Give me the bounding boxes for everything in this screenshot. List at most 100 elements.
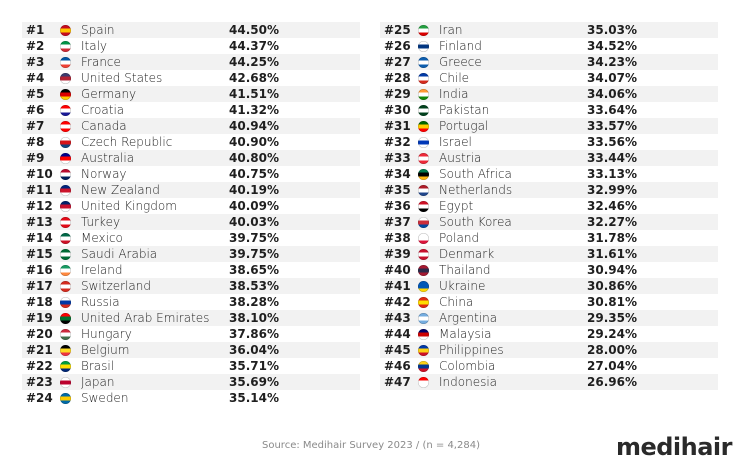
ir-flag-icon: [418, 25, 429, 36]
pk-flag-icon: [418, 105, 429, 116]
ar-flag-icon: [418, 313, 429, 324]
pl-flag-icon: [418, 233, 429, 244]
il-flag-icon: [418, 137, 429, 148]
country-name: Brasil: [81, 359, 115, 373]
br-flag-icon: [60, 361, 71, 372]
rank-label: #5: [26, 87, 45, 101]
de-flag-icon: [60, 89, 71, 100]
percentage-value: 33.13%: [587, 167, 637, 181]
medihair-logo: medihair: [615, 433, 733, 461]
country-name: Ireland: [81, 263, 123, 277]
es-flag-icon: [60, 25, 71, 36]
percentage-value: 27.04%: [587, 359, 637, 373]
table-row: #18 Russia 38.28%: [22, 294, 360, 310]
kr-flag-icon: [418, 217, 429, 228]
cz-flag-icon: [60, 137, 71, 148]
table-row: #22 Brasil 35.71%: [22, 358, 360, 374]
country-name: Sweden: [81, 391, 129, 405]
ru-flag-icon: [60, 297, 71, 308]
jp-flag-icon: [60, 377, 71, 388]
rank-label: #22: [26, 359, 53, 373]
rank-label: #41: [384, 279, 411, 293]
percentage-value: 40.19%: [229, 183, 279, 197]
country-name: Croatia: [81, 103, 125, 117]
pt-flag-icon: [418, 121, 429, 132]
table-row: #12 United Kingdom 40.09%: [22, 198, 360, 214]
country-name: Colombia: [439, 359, 496, 373]
eg-flag-icon: [418, 201, 429, 212]
percentage-value: 31.78%: [587, 231, 637, 245]
country-name: United Arab Emirates: [81, 311, 210, 325]
table-row: #46 Colombia 27.04%: [380, 358, 718, 374]
ua-flag-icon: [418, 281, 429, 292]
rank-label: #7: [26, 119, 45, 133]
country-name: India: [439, 87, 469, 101]
rank-label: #31: [384, 119, 411, 133]
table-row: #31 Portugal 33.57%: [380, 118, 718, 134]
rank-label: #4: [26, 71, 45, 85]
rank-label: #15: [26, 247, 53, 261]
percentage-value: 39.75%: [229, 247, 279, 261]
table-row: #43 Argentina 29.35%: [380, 310, 718, 326]
percentage-value: 28.00%: [587, 343, 637, 357]
country-name: Austria: [439, 151, 482, 165]
rank-label: #34: [384, 167, 411, 181]
table-row: #44 Malaysia 29.24%: [380, 326, 718, 342]
country-name: Australia: [81, 151, 135, 165]
country-name: Chile: [439, 71, 470, 85]
country-name: South Korea: [439, 215, 512, 229]
percentage-value: 36.04%: [229, 343, 279, 357]
percentage-value: 35.69%: [229, 375, 279, 389]
country-name: Czech Republic: [81, 135, 173, 149]
table-row: #35 Netherlands 32.99%: [380, 182, 718, 198]
table-row: #36 Egypt 32.46%: [380, 198, 718, 214]
table-row: #23 Japan 35.69%: [22, 374, 360, 390]
rank-label: #23: [26, 375, 53, 389]
table-row: #40 Thailand 30.94%: [380, 262, 718, 278]
country-name: South Africa: [439, 167, 512, 181]
it-flag-icon: [60, 41, 71, 52]
rank-label: #12: [26, 199, 53, 213]
table-row: #19 United Arab Emirates 38.10%: [22, 310, 360, 326]
ch-flag-icon: [60, 281, 71, 292]
table-row: #16 Ireland 38.65%: [22, 262, 360, 278]
gb-flag-icon: [60, 201, 71, 212]
percentage-value: 35.03%: [587, 23, 637, 37]
country-name: Turkey: [81, 215, 121, 229]
ph-flag-icon: [418, 345, 429, 356]
country-name: Russia: [81, 295, 120, 309]
percentage-value: 33.57%: [587, 119, 637, 133]
percentage-value: 30.94%: [587, 263, 637, 277]
country-name: Italy: [81, 39, 108, 53]
country-name: Pakistan: [439, 103, 490, 117]
table-row: #30 Pakistan 33.64%: [380, 102, 718, 118]
country-name: Indonesia: [439, 375, 498, 389]
sa-flag-icon: [60, 249, 71, 260]
fr-flag-icon: [60, 57, 71, 68]
country-name: Iran: [439, 23, 463, 37]
table-row: #27 Greece 34.23%: [380, 54, 718, 70]
percentage-value: 34.52%: [587, 39, 637, 53]
se-flag-icon: [60, 393, 71, 404]
percentage-value: 32.27%: [587, 215, 637, 229]
rank-label: #37: [384, 215, 411, 229]
table-row: #7 Canada 40.94%: [22, 118, 360, 134]
rank-label: #30: [384, 103, 411, 117]
ranking-table-left: #1 Spain 44.50% #2 Italy 44.37% #3 France 44.25%…: [22, 22, 360, 406]
rank-label: #14: [26, 231, 53, 245]
table-row: #2 Italy 44.37%: [22, 38, 360, 54]
rank-label: #2: [26, 39, 45, 53]
country-name: Switzerland: [81, 279, 151, 293]
percentage-value: 34.06%: [587, 87, 637, 101]
cl-flag-icon: [418, 73, 429, 84]
table-row: #9 Australia 40.80%: [22, 150, 360, 166]
table-row: #28 Chile 34.07%: [380, 70, 718, 86]
country-name: Egypt: [439, 199, 474, 213]
country-name: United Kingdom: [81, 199, 177, 213]
country-name: Malaysia: [439, 327, 492, 341]
percentage-value: 44.25%: [229, 55, 279, 69]
country-name: Denmark: [439, 247, 495, 261]
rank-label: #29: [384, 87, 411, 101]
percentage-value: 33.64%: [587, 103, 637, 117]
country-name: Spain: [81, 23, 115, 37]
